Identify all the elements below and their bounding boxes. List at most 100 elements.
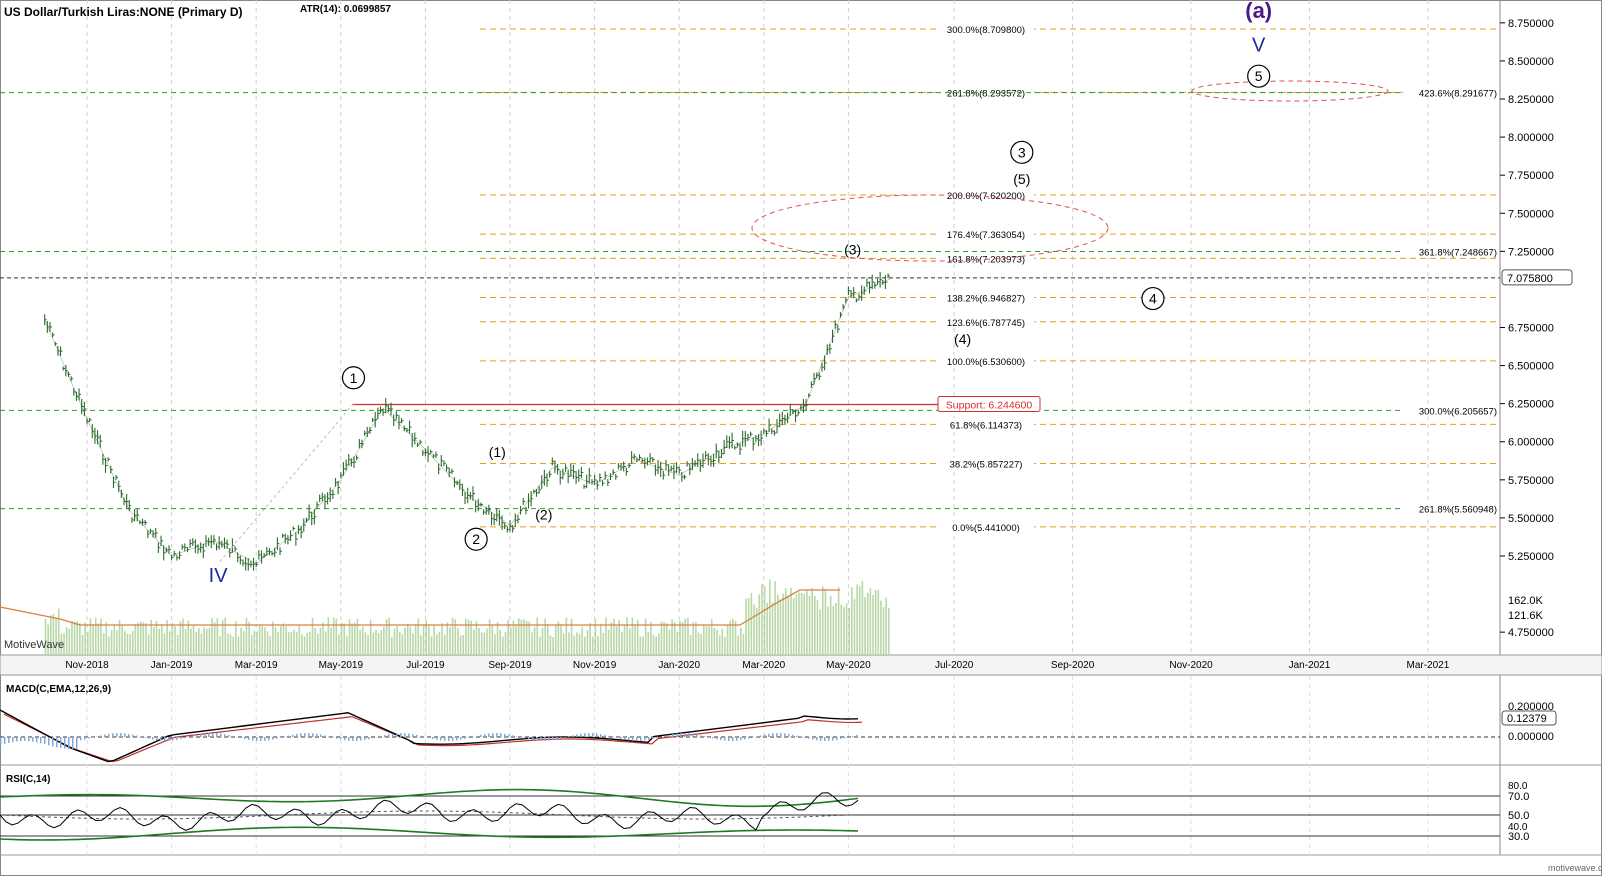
macd-histogram-bar xyxy=(772,733,774,737)
volume-bar xyxy=(800,592,803,655)
volume-bar xyxy=(639,636,642,655)
time-tick-label: Mar-2019 xyxy=(235,660,278,671)
volume-bar xyxy=(430,636,433,655)
volume-bar xyxy=(420,635,422,655)
volume-bar xyxy=(679,620,681,655)
wave-guide xyxy=(217,403,354,564)
macd-histogram-bar xyxy=(640,737,642,741)
volume-bar xyxy=(607,629,610,655)
macd-histogram-bar xyxy=(836,737,838,740)
fib-level-label: 261.8%(8.293572) xyxy=(947,88,1025,99)
fib-level-label: 100.0%(6.530600) xyxy=(947,357,1025,368)
volume-bar xyxy=(560,624,562,655)
volume-bar xyxy=(47,624,49,655)
volume-bar xyxy=(317,633,319,655)
macd-histogram-bar xyxy=(164,737,166,741)
macd-histogram-bar xyxy=(280,737,282,738)
volume-axis-label: 162.0K xyxy=(1508,595,1544,607)
volume-bar xyxy=(597,636,599,655)
macd-histogram-bar xyxy=(12,737,14,743)
volume-bar xyxy=(861,580,864,655)
macd-histogram-bar xyxy=(336,737,338,739)
macd-line xyxy=(0,709,859,763)
support-label: Support: 6.244600 xyxy=(946,399,1033,411)
volume-bar xyxy=(798,592,800,655)
volume-bar xyxy=(864,597,866,655)
volume-bar xyxy=(758,594,761,655)
volume-bar xyxy=(412,633,414,655)
volume-bar xyxy=(684,618,687,655)
volume-bar xyxy=(73,621,76,655)
macd-histogram-bar xyxy=(24,737,26,742)
volume-bar xyxy=(816,599,819,655)
macd-histogram-bar xyxy=(648,737,650,740)
volume-bar xyxy=(819,609,821,655)
volume-bar xyxy=(655,636,658,655)
volume-bar xyxy=(502,636,504,655)
volume-bar xyxy=(359,630,361,655)
macd-histogram-bar xyxy=(76,737,78,749)
volume-bar xyxy=(388,617,390,655)
macd-histogram-bar xyxy=(628,737,630,741)
wave-label: 1 xyxy=(350,370,358,386)
macd-histogram-bar xyxy=(412,734,414,737)
volume-bar xyxy=(97,623,100,655)
volume-bar xyxy=(108,636,110,655)
volume-bar xyxy=(79,623,81,655)
volume-bar xyxy=(697,632,700,655)
volume-bar xyxy=(290,632,293,655)
macd-value-box xyxy=(1501,710,1557,726)
macd-histogram-bar xyxy=(88,737,90,739)
volume-bar xyxy=(504,631,507,655)
macd-histogram-bar xyxy=(524,737,526,739)
volume-bar xyxy=(76,621,79,655)
macd-histogram-bar xyxy=(72,737,74,749)
watermark: MotiveWave xyxy=(4,639,64,651)
volume-bar xyxy=(795,594,798,655)
time-tick-label: Jan-2021 xyxy=(1289,660,1331,671)
macd-histogram-bar xyxy=(132,734,134,737)
price-tick-label: 8.500000 xyxy=(1508,56,1554,68)
macd-histogram-bar xyxy=(92,737,94,738)
volume-bar xyxy=(174,626,176,655)
volume-bar xyxy=(716,629,718,655)
wave-circle xyxy=(1141,286,1165,311)
volume-bar xyxy=(589,623,591,655)
volume-bar xyxy=(264,627,266,655)
volume-bar xyxy=(774,581,776,655)
macd-histogram-bar xyxy=(488,733,490,737)
macd-axis-label: 0.200000 xyxy=(1508,701,1554,713)
volume-bar xyxy=(184,628,187,655)
volume-bar xyxy=(224,617,227,655)
volume-bar xyxy=(631,617,634,655)
macd-histogram-bar xyxy=(428,737,430,739)
volume-bar xyxy=(298,624,301,655)
volume-bar xyxy=(161,625,163,655)
volume-bar xyxy=(356,618,359,655)
volume-bar xyxy=(829,595,832,655)
volume-bar xyxy=(713,627,716,655)
macd-histogram-bar xyxy=(476,735,478,737)
macd-histogram-bar xyxy=(60,737,62,749)
macd-histogram-bar xyxy=(808,737,810,739)
green-label-bg xyxy=(1403,245,1499,258)
volume-bar xyxy=(398,632,401,655)
volume-bar xyxy=(182,618,184,655)
site-credit: motivewave.com xyxy=(1548,863,1602,873)
macd-histogram-bar xyxy=(40,737,42,744)
volume-bar xyxy=(68,628,71,655)
volume-bar xyxy=(425,620,427,655)
volume-bar xyxy=(335,618,338,655)
volume-bar xyxy=(472,629,475,655)
volume-bar xyxy=(250,635,253,655)
macd-histogram-bar xyxy=(320,734,322,737)
volume-bar xyxy=(354,622,356,655)
wave-circle xyxy=(1247,64,1271,88)
volume-bar xyxy=(102,633,105,655)
volume-bar xyxy=(457,628,459,655)
last-price-box xyxy=(1501,269,1573,286)
volume-bar xyxy=(475,621,478,655)
volume-bar xyxy=(142,622,145,655)
volume-bar xyxy=(377,633,380,655)
